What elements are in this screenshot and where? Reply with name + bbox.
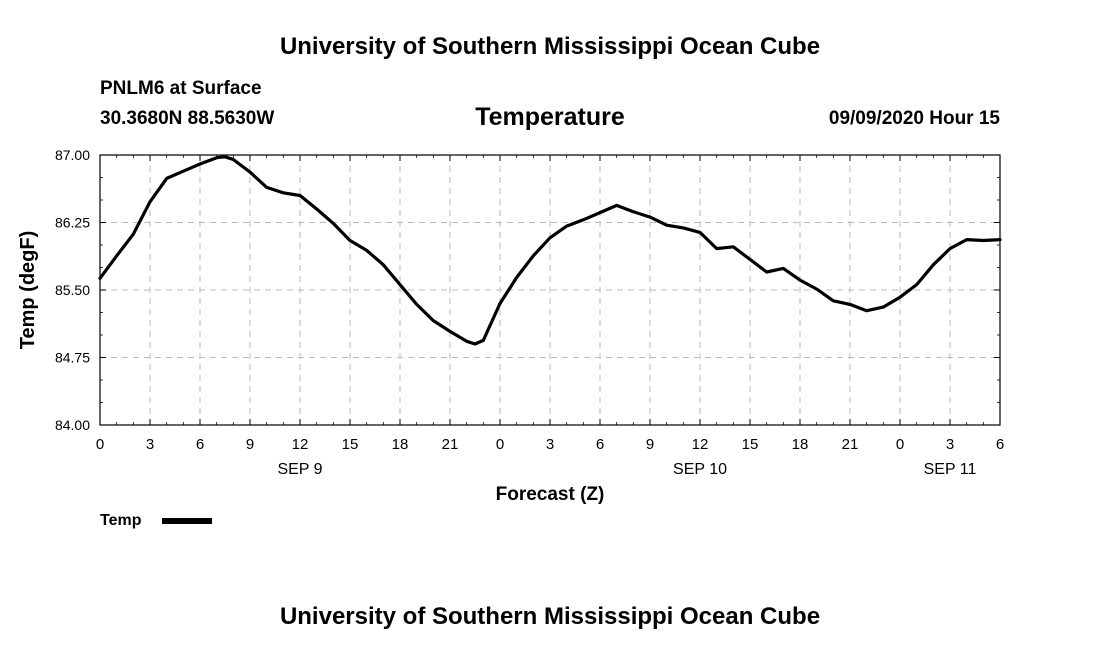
y-tick-label: 84.75 [55,350,90,366]
axis-tick-labels: 0 3 6 9 12 15 18 21 0 3 6 9 12 15 18 21 0 3 6 84.00 84.75 85.… [55,147,1004,478]
y-tick-label: 86.25 [55,215,90,231]
x-tick-label: 12 [292,436,309,453]
x-tick-label: 9 [246,436,254,453]
station-label: PNLM6 at Surface [100,78,262,99]
legend: Temp [100,512,212,529]
x-tick-label: 12 [692,436,709,453]
y-tick-label: 87.00 [55,147,90,163]
x-tick-label: 6 [196,436,204,453]
x-tick-label: 15 [742,436,759,453]
x-tick-label: 21 [842,436,859,453]
coordinates-label: 30.3680N 88.5630W [100,108,274,129]
series-line-temp [98,155,1002,346]
axis-ticks [99,154,1001,426]
x-tick-label: 3 [146,436,154,453]
bottom-title: University of Southern Mississippi Ocean… [280,603,820,630]
x-tick-label: 18 [392,436,409,453]
legend-label-temp: Temp [100,512,142,529]
y-tick-label: 84.00 [55,417,90,433]
x-axis-label: Forecast (Z) [496,484,605,505]
x-tick-label: 3 [946,436,954,453]
x-tick-label: 0 [96,436,104,453]
x-tick-label: 6 [996,436,1004,453]
date-label: SEP 9 [277,461,322,478]
x-tick-label: 9 [646,436,654,453]
y-axis-label: Temp (degF) [17,231,39,350]
x-tick-label: 18 [792,436,809,453]
top-title: University of Southern Mississippi Ocean… [280,33,820,60]
x-tick-label: 6 [596,436,604,453]
grid [100,155,1000,425]
date-label: SEP 10 [673,461,727,478]
date-label: SEP 11 [924,461,977,478]
chart-title: Temperature [475,103,625,131]
x-tick-label: 0 [896,436,904,453]
x-tick-label: 0 [496,436,504,453]
x-tick-label: 15 [342,436,359,453]
x-tick-label: 3 [546,436,554,453]
y-tick-label: 85.50 [55,282,90,298]
series-group [98,155,1002,346]
datetime-label: 09/09/2020 Hour 15 [829,108,1001,129]
x-tick-label: 21 [442,436,459,453]
